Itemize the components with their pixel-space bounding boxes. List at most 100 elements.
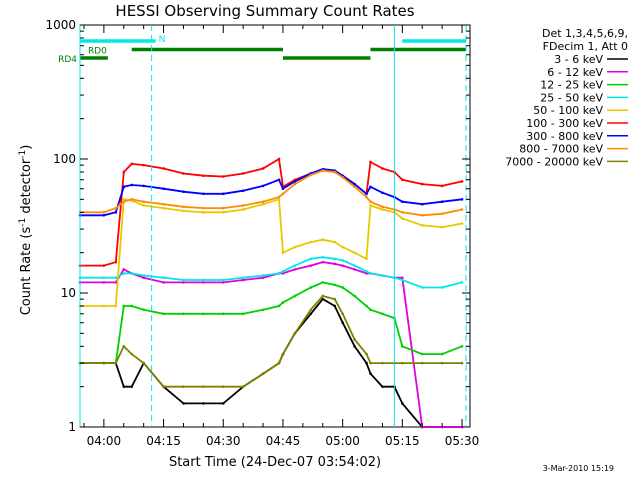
series-point xyxy=(221,385,225,388)
series-point xyxy=(142,361,145,365)
series-point xyxy=(401,361,404,365)
series-point xyxy=(130,304,134,308)
series-point xyxy=(114,206,118,210)
series-point xyxy=(182,205,185,209)
series-point xyxy=(321,169,325,172)
legend-label: 25 - 50 keV xyxy=(540,91,603,104)
series-point xyxy=(221,192,225,196)
series-point xyxy=(440,225,444,229)
series-point xyxy=(353,338,356,341)
series-point xyxy=(353,268,356,271)
legend-label: 300 - 800 keV xyxy=(526,130,603,143)
series-point xyxy=(114,304,118,308)
ticks-layer: 1 10 100 1000 04:00 04:15 04:30 04:45 05:00 05:15… xyxy=(45,18,479,448)
series-point xyxy=(202,192,205,196)
series-point xyxy=(369,308,372,312)
series-point xyxy=(401,200,404,204)
series-point xyxy=(440,286,444,289)
series-point xyxy=(365,195,368,199)
series-point xyxy=(202,174,205,178)
series-point xyxy=(369,272,372,275)
series-point xyxy=(321,297,325,301)
series-point xyxy=(102,276,106,280)
series-point xyxy=(142,274,145,277)
series-point xyxy=(122,198,126,201)
series-point xyxy=(353,182,356,186)
series-point xyxy=(353,185,356,189)
plot-area: N RD0 RD4 1 10 100 1000 04:00 04:15 04:30 04:45 05… xyxy=(45,18,479,448)
series-point xyxy=(182,385,185,388)
series-point xyxy=(130,183,134,187)
y-tick-label: 10 xyxy=(61,286,76,300)
series-point xyxy=(381,191,384,195)
series-point xyxy=(277,195,281,199)
series-point xyxy=(381,385,384,388)
series-point xyxy=(122,185,126,189)
x-tick-label: 04:15 xyxy=(146,434,181,448)
series-point xyxy=(241,172,245,175)
series-point xyxy=(420,361,424,365)
series-point xyxy=(401,278,404,282)
legend-header-line-1: Det 1,3,4,5,6,9, xyxy=(542,27,628,40)
series-point xyxy=(293,268,297,271)
series-point xyxy=(365,304,368,308)
series-point xyxy=(281,301,285,304)
series-point xyxy=(162,281,165,284)
series-point xyxy=(460,208,464,211)
series-point xyxy=(162,202,165,206)
series-point xyxy=(162,385,165,388)
legend-label: 3 - 6 keV xyxy=(554,53,603,66)
series-point xyxy=(321,238,325,241)
series-point xyxy=(420,182,424,186)
series-point xyxy=(261,184,265,188)
timestamp: 3-Mar-2010 15:19 xyxy=(543,464,614,473)
series-point xyxy=(333,257,336,261)
series-point xyxy=(365,361,368,365)
series-point xyxy=(130,352,134,356)
legend-label: 800 - 7000 keV xyxy=(519,143,603,156)
series-point xyxy=(460,222,464,225)
series-point xyxy=(369,372,372,375)
series-point xyxy=(122,170,126,174)
series-point xyxy=(420,224,424,227)
series-point xyxy=(309,240,313,244)
series-point xyxy=(142,184,145,188)
series-point xyxy=(401,345,404,348)
series-point xyxy=(202,278,205,282)
series-line-1 xyxy=(80,261,462,428)
legend-label: 7000 - 20000 keV xyxy=(505,155,603,168)
series-point xyxy=(202,312,205,316)
legend-label: 6 - 12 keV xyxy=(547,66,603,79)
series-point xyxy=(369,160,372,164)
series-point xyxy=(241,385,245,388)
series-point xyxy=(241,189,245,193)
series-point xyxy=(162,276,165,280)
series-point xyxy=(293,264,297,267)
series-point xyxy=(162,312,165,316)
y-tick-label: 1 xyxy=(68,420,76,434)
series-point xyxy=(182,278,185,282)
series-point xyxy=(162,167,165,170)
series-point xyxy=(221,175,225,178)
vlines-layer xyxy=(79,25,467,427)
series-point xyxy=(281,192,285,196)
series-point xyxy=(130,198,134,201)
series-point xyxy=(202,211,205,214)
series-point xyxy=(440,361,444,365)
series-point xyxy=(440,200,444,204)
series-point xyxy=(221,312,225,316)
y-axis-label: Count Rate (s-1 detector-1) xyxy=(18,145,34,316)
series-point xyxy=(277,157,281,161)
series-point xyxy=(102,361,106,365)
series-point xyxy=(261,372,265,375)
series-point xyxy=(142,163,145,167)
series-point xyxy=(321,281,325,284)
x-tick-label: 04:45 xyxy=(266,434,301,448)
series-point xyxy=(202,402,205,405)
chart-title: HESSI Observing Summary Count Rates xyxy=(115,2,414,20)
series-point xyxy=(114,361,118,365)
series-point xyxy=(114,276,118,280)
series-point xyxy=(333,283,336,287)
flags-layer: N RD0 RD4 xyxy=(58,35,467,65)
legend-label: 50 - 100 keV xyxy=(533,104,603,117)
